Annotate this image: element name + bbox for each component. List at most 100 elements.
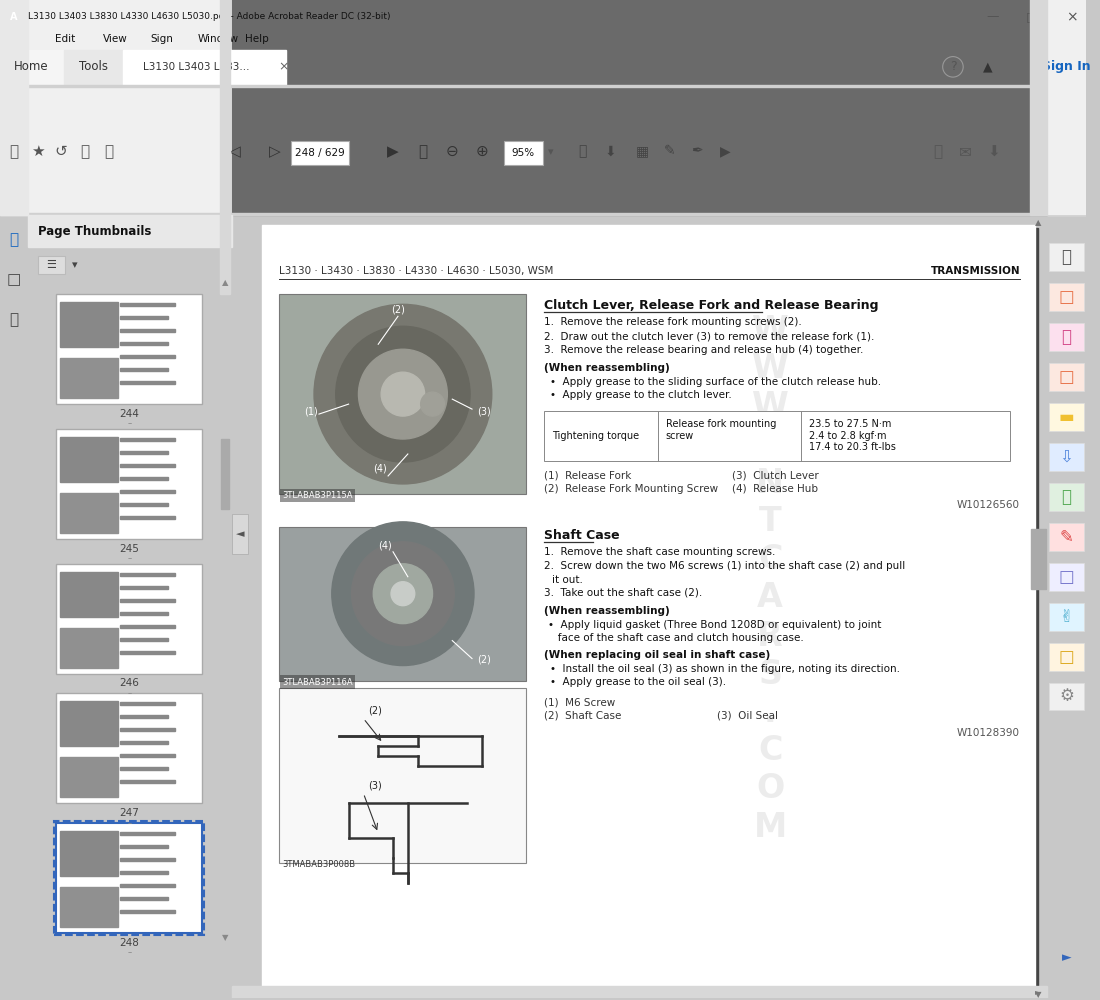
- Bar: [121, 715, 168, 718]
- Bar: [4, 8, 23, 26]
- Bar: [1048, 243, 1085, 271]
- Text: •  Apply grease to the clutch lever.: • Apply grease to the clutch lever.: [550, 390, 732, 400]
- Text: (2): (2): [390, 304, 405, 314]
- Text: ◄: ◄: [235, 529, 244, 539]
- Bar: [265, 228, 1038, 991]
- Text: ▶: ▶: [387, 144, 399, 159]
- Bar: [56, 429, 202, 539]
- Bar: [121, 355, 175, 358]
- Bar: [60, 701, 118, 746]
- Text: ►: ►: [1035, 987, 1041, 996]
- Text: 2.  Screw down the two M6 screws (1) into the shaft case (2) and pull: 2. Screw down the two M6 screws (1) into…: [544, 561, 905, 571]
- Bar: [56, 823, 202, 933]
- Bar: [64, 50, 123, 85]
- Text: ×: ×: [220, 224, 232, 238]
- Text: ?: ?: [949, 60, 956, 73]
- Text: A: A: [10, 12, 18, 22]
- Text: W10126560: W10126560: [957, 500, 1020, 510]
- Bar: [0, 0, 28, 215]
- Text: •  Apply grease to the sliding surface of the clutch release hub.: • Apply grease to the sliding surface of…: [550, 377, 881, 387]
- Bar: [121, 780, 175, 783]
- Bar: [121, 381, 175, 384]
- Bar: [121, 303, 175, 306]
- Text: •  Install the oil seal (3) as shown in the figure, noting its direction.: • Install the oil seal (3) as shown in t…: [550, 664, 900, 674]
- Bar: [121, 897, 168, 900]
- Text: (2)  Shaft Case: (2) Shaft Case: [544, 710, 622, 720]
- Text: Clutch Lever, Release Fork and Release Bearing: Clutch Lever, Release Fork and Release B…: [544, 299, 879, 312]
- Text: Tightening torque: Tightening torque: [552, 431, 639, 441]
- Text: 248: 248: [120, 938, 140, 948]
- Bar: [504, 141, 543, 165]
- Text: (When replacing oil seal in shaft case): (When replacing oil seal in shaft case): [544, 650, 770, 660]
- Text: (2): (2): [368, 705, 382, 715]
- Bar: [121, 477, 168, 480]
- Bar: [279, 527, 526, 681]
- Bar: [1048, 363, 1085, 391]
- Bar: [232, 986, 1047, 998]
- Text: 246: 246: [120, 678, 140, 688]
- Bar: [1048, 523, 1085, 551]
- Bar: [121, 754, 175, 757]
- Text: ★: ★: [31, 144, 44, 159]
- Bar: [544, 411, 1010, 461]
- Text: ►: ►: [1062, 951, 1071, 964]
- Circle shape: [420, 392, 444, 416]
- Text: Sign In: Sign In: [1042, 60, 1090, 73]
- Circle shape: [336, 326, 470, 462]
- Bar: [60, 628, 118, 668]
- Bar: [0, 50, 1087, 85]
- Text: □: □: [1058, 288, 1075, 306]
- Text: (3): (3): [477, 406, 491, 416]
- Text: (3)  Clutch Lever: (3) Clutch Lever: [732, 471, 818, 481]
- Text: ▼: ▼: [1035, 990, 1041, 999]
- Bar: [121, 845, 168, 848]
- Text: ◁: ◁: [229, 144, 241, 159]
- Text: 245: 245: [120, 544, 140, 554]
- Text: —: —: [987, 10, 999, 23]
- Bar: [1048, 483, 1085, 511]
- Bar: [121, 728, 175, 731]
- Text: –: –: [128, 948, 132, 957]
- Bar: [232, 0, 1047, 215]
- Text: ✋: ✋: [418, 144, 427, 159]
- Text: Page Thumbnails: Page Thumbnails: [37, 225, 151, 238]
- Text: ⛓: ⛓: [9, 312, 19, 327]
- Text: 2.  Draw out the clutch lever (3) to remove the release fork (1).: 2. Draw out the clutch lever (3) to remo…: [544, 331, 874, 341]
- Text: □: □: [1058, 648, 1075, 666]
- Text: View: View: [102, 34, 128, 44]
- Text: (4): (4): [378, 541, 392, 551]
- Text: –: –: [128, 554, 132, 563]
- Text: 23.5 to 27.5 N·m
2.4 to 2.8 kgf·m
17.4 to 20.3 ft-lbs: 23.5 to 27.5 N·m 2.4 to 2.8 kgf·m 17.4 t…: [808, 419, 895, 452]
- Text: ✎: ✎: [663, 145, 675, 159]
- Bar: [221, 439, 229, 509]
- Bar: [0, 0, 1087, 28]
- Text: L3130 · L3430 · L3830 · L4330 · L4630 · L5030, WSM: L3130 · L3430 · L3830 · L4330 · L4630 · …: [279, 266, 553, 276]
- Bar: [56, 564, 202, 674]
- Text: Release fork mounting
screw: Release fork mounting screw: [666, 419, 776, 441]
- Bar: [121, 490, 175, 493]
- Text: TRANSMISSION: TRANSMISSION: [931, 266, 1020, 276]
- Text: 3TLABAB3P115A: 3TLABAB3P115A: [283, 491, 353, 500]
- Bar: [0, 50, 64, 85]
- Text: •  Apply grease to the oil seal (3).: • Apply grease to the oil seal (3).: [550, 677, 726, 687]
- Bar: [54, 821, 205, 935]
- Text: ⌕: ⌕: [104, 144, 113, 159]
- Circle shape: [392, 582, 415, 606]
- Text: ⎙: ⎙: [80, 144, 89, 159]
- Bar: [1047, 0, 1087, 215]
- Circle shape: [314, 304, 492, 484]
- Text: 244: 244: [120, 409, 140, 419]
- Text: ▲: ▲: [1035, 218, 1041, 227]
- Bar: [121, 702, 175, 705]
- Bar: [121, 516, 175, 519]
- Text: (3): (3): [368, 780, 382, 790]
- Text: 3.  Remove the release bearing and release hub (4) together.: 3. Remove the release bearing and releas…: [544, 345, 864, 355]
- Text: L3130 L3403 L383...: L3130 L3403 L383...: [143, 62, 250, 72]
- Text: 247: 247: [120, 808, 140, 818]
- Bar: [262, 225, 1035, 988]
- Text: ⬜: ⬜: [579, 145, 586, 159]
- Text: ⊖: ⊖: [446, 144, 459, 159]
- Bar: [279, 688, 526, 863]
- Bar: [121, 503, 168, 506]
- Text: ✌: ✌: [1059, 608, 1074, 626]
